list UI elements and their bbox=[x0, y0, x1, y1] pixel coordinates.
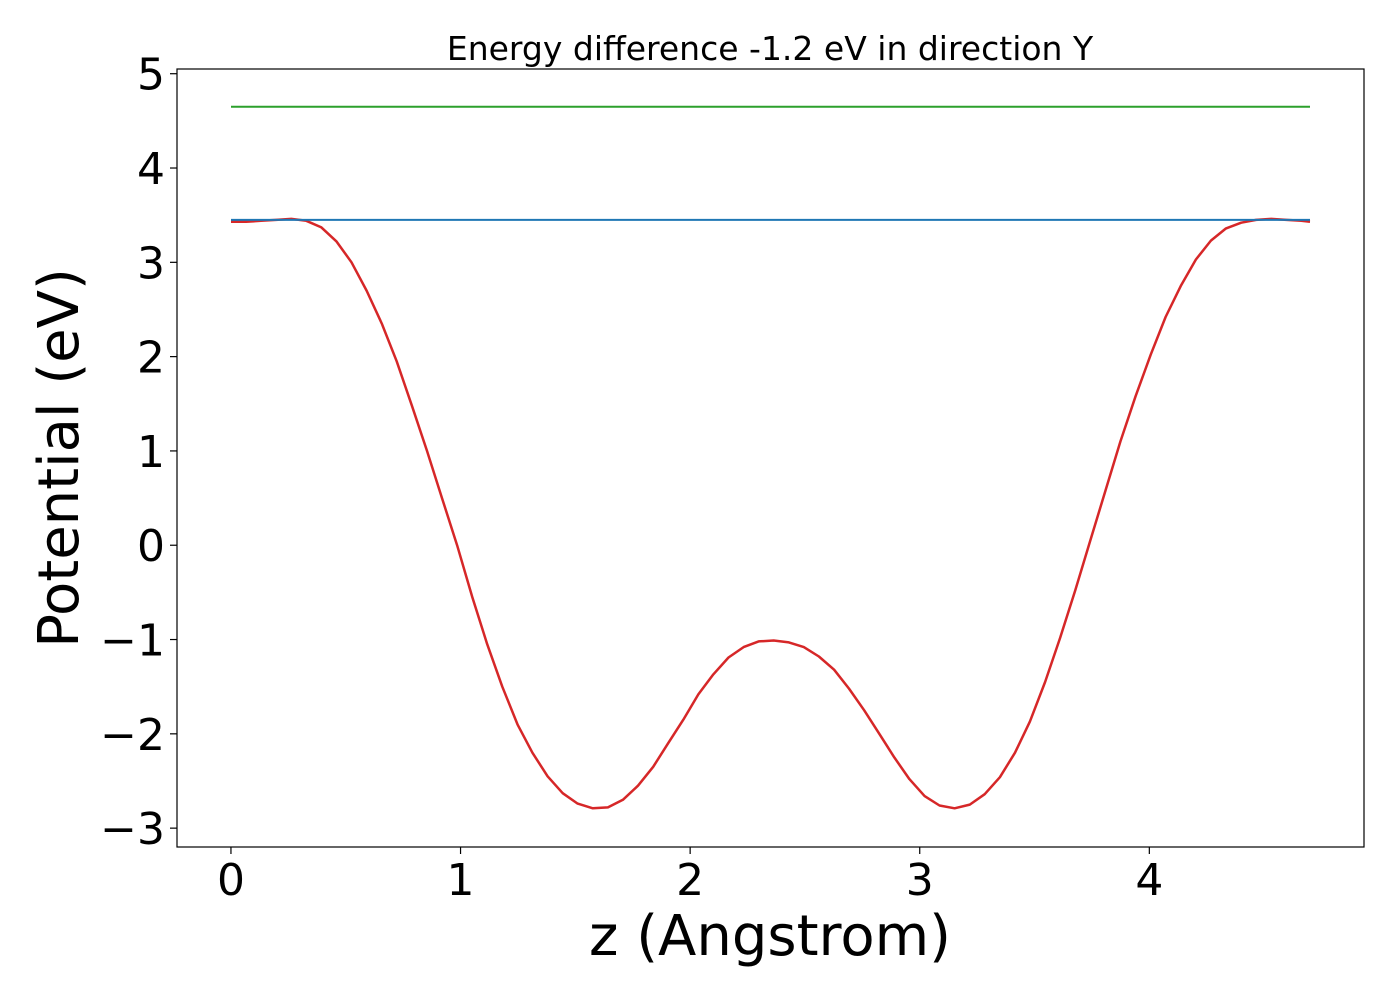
x-tick-label: 1 bbox=[447, 855, 475, 906]
x-tick-label: 0 bbox=[217, 855, 245, 906]
y-tick-label: 1 bbox=[137, 427, 165, 478]
y-tick-label: −1 bbox=[100, 616, 165, 667]
y-tick-label: 2 bbox=[137, 333, 165, 384]
x-axis-ticks: 0 1 2 3 4 bbox=[217, 847, 1163, 906]
y-tick-label: 0 bbox=[137, 521, 165, 572]
plot-frame bbox=[176, 68, 1365, 848]
x-tick-label: 3 bbox=[906, 855, 934, 906]
series-line-1 bbox=[231, 217, 1311, 810]
y-axis-ticks: −3 −2 −1 0 1 2 3 4 5 bbox=[100, 50, 177, 855]
x-axis-title: z (Angstrom) bbox=[589, 904, 951, 969]
y-tick-label: 5 bbox=[137, 50, 165, 101]
chart-title: Energy difference -1.2 eV in direction Y bbox=[447, 29, 1094, 68]
y-axis-title: Potential (eV) bbox=[27, 268, 92, 648]
y-tick-label: −3 bbox=[100, 804, 165, 855]
series-layer bbox=[231, 105, 1311, 810]
x-tick-label: 2 bbox=[676, 855, 704, 906]
y-tick-label: 3 bbox=[137, 238, 165, 289]
x-tick-label: 4 bbox=[1135, 855, 1163, 906]
y-tick-label: −2 bbox=[100, 710, 165, 761]
y-tick-label: 4 bbox=[137, 144, 165, 195]
